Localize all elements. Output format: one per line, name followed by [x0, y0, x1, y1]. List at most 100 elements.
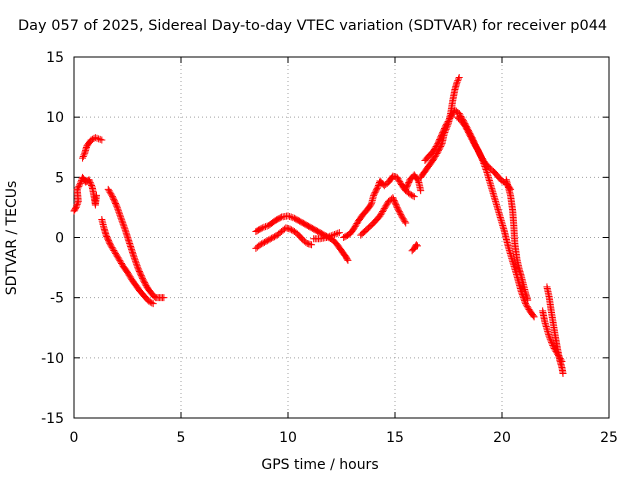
- data-point: [105, 187, 113, 195]
- data-point: [113, 252, 121, 260]
- data-point: [289, 214, 297, 222]
- data-point: [430, 147, 438, 155]
- data-point: [107, 190, 115, 198]
- data-point: [270, 233, 278, 241]
- data-point: [258, 224, 266, 232]
- data-point: [549, 341, 557, 349]
- data-point: [117, 258, 125, 266]
- data-point: [393, 173, 401, 181]
- data-point: [453, 78, 461, 86]
- data-point: [115, 255, 123, 263]
- data-point: [76, 181, 84, 189]
- data-point: [409, 192, 417, 200]
- data-point: [324, 233, 332, 241]
- data-point: [546, 334, 554, 342]
- data-point: [379, 208, 387, 216]
- data-point: [118, 259, 126, 267]
- data-point: [130, 253, 138, 261]
- data-point: [262, 223, 270, 231]
- data-point: [108, 244, 116, 252]
- data-point: [448, 110, 456, 118]
- data-point: [471, 141, 479, 149]
- data-point: [257, 225, 265, 233]
- plot-frame: [73, 56, 610, 419]
- data-point: [125, 271, 133, 279]
- chart-title: Day 057 of 2025, Sidereal Day-to-day VTE…: [18, 18, 608, 34]
- data-point: [258, 240, 266, 248]
- data-point: [113, 204, 121, 212]
- data-point: [530, 313, 538, 321]
- data-point: [112, 251, 120, 259]
- data-point: [397, 212, 405, 220]
- data-point: [529, 312, 537, 320]
- y-tick-label: 10: [46, 110, 64, 126]
- data-point: [553, 349, 561, 357]
- data-point: [124, 270, 132, 278]
- data-point: [406, 190, 414, 198]
- data-point: [116, 211, 124, 219]
- data-point: [352, 221, 360, 229]
- data-point: [431, 152, 439, 160]
- data-point: [374, 183, 382, 191]
- data-point: [329, 231, 337, 239]
- data-point: [91, 134, 99, 142]
- data-point: [111, 248, 119, 256]
- data-point: [377, 210, 385, 218]
- data-point: [134, 263, 142, 271]
- data-point: [126, 273, 134, 281]
- data-point: [455, 73, 463, 81]
- data-point: [401, 218, 409, 226]
- data-point: [548, 338, 556, 346]
- data-point: [93, 134, 101, 142]
- data-point: [148, 299, 156, 307]
- data-point: [394, 175, 402, 183]
- data-point: [87, 180, 95, 188]
- data-point: [260, 223, 268, 231]
- data-point: [286, 225, 294, 233]
- data-point: [353, 220, 361, 228]
- data-point: [132, 257, 140, 265]
- data-point: [327, 232, 335, 240]
- data-point: [445, 116, 453, 124]
- x-tick-label: 0: [70, 430, 79, 446]
- data-point: [447, 113, 455, 121]
- data-point: [308, 241, 316, 249]
- data-point: [80, 151, 88, 159]
- data-point: [118, 216, 126, 224]
- data-point: [89, 135, 97, 143]
- data-point: [554, 350, 562, 358]
- data-point: [332, 230, 340, 238]
- x-tick-label: 10: [279, 430, 297, 446]
- data-point: [395, 176, 403, 184]
- data-point: [160, 294, 168, 302]
- data-point: [410, 193, 418, 201]
- data-point: [524, 304, 532, 312]
- data-point: [268, 234, 276, 242]
- y-tick-label: -15: [41, 411, 64, 427]
- data-point: [552, 347, 560, 355]
- data-point: [120, 223, 128, 231]
- data-point: [117, 213, 125, 221]
- data-point: [380, 205, 388, 213]
- data-point: [276, 214, 284, 222]
- y-axis-label: SDTVAR / TECUs: [4, 180, 20, 296]
- y-tick-label: 0: [55, 231, 64, 247]
- data-point: [119, 219, 127, 227]
- data-point: [92, 191, 100, 199]
- data-point: [350, 224, 358, 232]
- data-point: [86, 177, 94, 185]
- data-point: [481, 163, 489, 171]
- data-point: [400, 216, 408, 224]
- data-point: [442, 120, 450, 128]
- data-point: [431, 144, 439, 152]
- data-point: [378, 209, 386, 217]
- data-point: [547, 337, 555, 345]
- data-point: [413, 242, 421, 250]
- data-point: [110, 246, 118, 254]
- y-tick-label: -5: [50, 291, 64, 307]
- data-point: [131, 256, 139, 264]
- data-point: [447, 112, 455, 120]
- data-point: [73, 200, 81, 208]
- data-point: [256, 241, 264, 249]
